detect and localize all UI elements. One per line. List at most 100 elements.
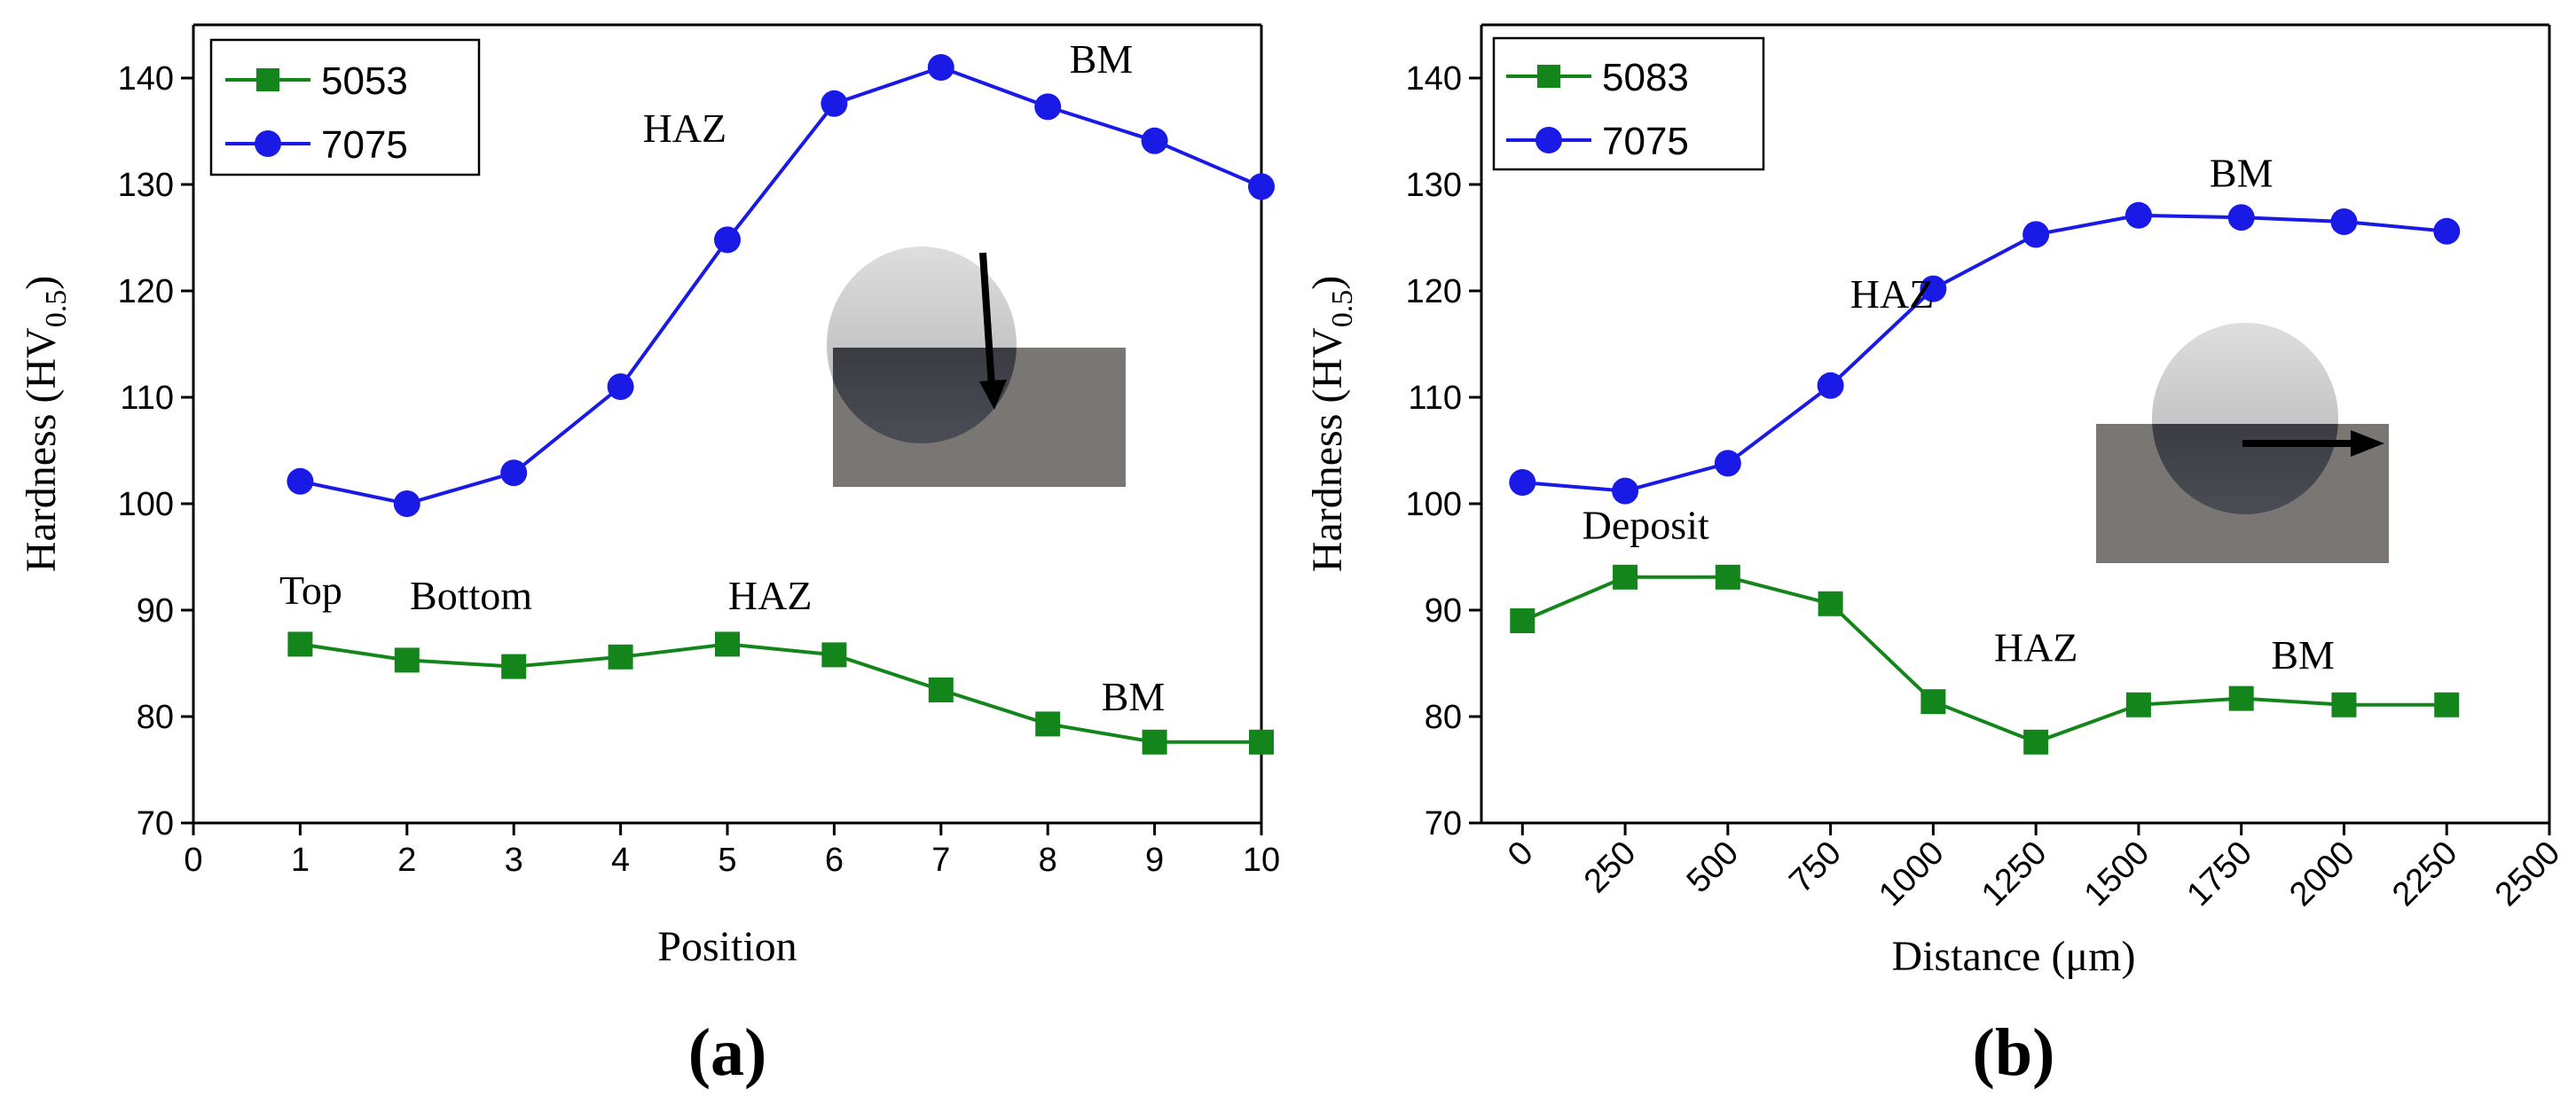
series-a-7075-point [714,226,741,254]
chart-a-y-tick-label: 80 [137,699,174,736]
inset-schematic-b [2096,323,2389,563]
chart-b-y-axis-title: Hardness (HV0.5) [1304,276,1359,572]
chart-b-annotation: HAZ [1850,271,1935,317]
series-a-7075-point [1034,93,1062,121]
chart-b-axes [1480,23,2551,825]
chart-b-x-tick-label: 250 [1577,835,1644,901]
chart-a-y-axis-title-main: Hardness (HV [18,327,65,572]
series-a-7075-point [821,90,848,117]
series-a-7075-point [927,54,954,81]
series-a-7075-point [500,459,528,487]
chart-b-y-axis-title-sub: 0.5 [1326,290,1359,328]
chart-a-x-tick-label: 6 [825,842,844,879]
chart-a-y-tick-label: 110 [120,380,174,417]
chart-b-annotations: HAZ BM Deposit HAZ BM [1583,150,2335,678]
chart-a-x-tick-label: 0 [184,842,202,879]
inset-schematic-a [827,247,1126,487]
legend-a-5053-label: 5053 [321,59,408,103]
chart-panel-a: 0 1 2 3 4 5 6 7 8 9 10 70 80 90 100 110 120 130 140 Positi… [18,23,1281,1090]
inset-a-arrow-head [979,380,1007,410]
chart-b-y-axis-title-main: Hardness (HV [1304,327,1351,572]
series-a-5053-point [1035,711,1061,737]
chart-b-x-axis-title: Distance (μm) [1892,933,2136,980]
series-a-7075-point [393,490,420,517]
chart-a-annotation: Bottom [410,573,532,618]
chart-a-y-tick-label: 140 [118,60,174,98]
chart-b-y-tick-label: 70 [1425,805,1462,842]
chart-b-x-tick-label: 1250 [1975,835,2054,913]
series-a-5053-point [608,644,633,670]
chart-b-x-tick-label: 2000 [2282,835,2361,913]
series-a-5053-point [715,631,740,657]
legend-b-7075-label: 7075 [1602,120,1689,163]
chart-a-x-tick-label: 7 [931,842,950,879]
chart-b-x-tick-label: 0 [1501,835,1541,874]
inset-b-arrow-head [2351,430,2384,457]
chart-a-x-tick-label: 4 [611,842,630,879]
chart-a-ticks: 0 1 2 3 4 5 6 7 8 9 10 70 80 90 100 110 120 130 140 [118,60,1281,879]
chart-a-annotation: Top [279,568,342,613]
chart-a-y-tick-label: 70 [137,805,174,842]
chart-b-x-tick-label: 2250 [2385,835,2464,913]
chart-b-x-tick-label: 750 [1782,835,1849,901]
chart-a-annotations: HAZ BM Top Bottom HAZ BM [279,36,1165,719]
series-a-5053-line [300,642,1261,744]
series-b-5083-point [2023,729,2049,755]
chart-b-y-tick-label: 140 [1406,60,1462,98]
chart-a-y-axis-title-close: ) [18,276,65,290]
series-b-5083-point [2434,692,2460,717]
chart-a-x-tick-label: 10 [1243,842,1280,879]
series-b-5083-point [1613,564,1638,590]
series-b-5083-point [2331,692,2357,717]
series-b-7075-point [2124,201,2152,229]
chart-a-x-tick-label: 3 [505,842,523,879]
series-a-7075-point [607,373,634,400]
series-a-5053-point [1142,729,1167,755]
series-b-7075-point [2433,217,2461,245]
series-a-5053-point [1249,729,1274,755]
series-b-7075-point [1920,275,1947,302]
chart-a-x-tick-label: 8 [1039,842,1057,879]
series-b-7075-point [2227,204,2255,231]
series-b-5083-point [1715,564,1740,590]
series-a-7075-point [1141,127,1168,154]
chart-b-y-tick-label: 80 [1425,699,1462,736]
series-b-5083-point [1510,608,1535,633]
legend-b-7075-marker [1535,127,1562,153]
series-a-5053-point [821,642,847,668]
chart-b-x-tick-label: 1000 [1872,835,1951,913]
chart-b-y-tick-label: 130 [1406,167,1462,204]
chart-b-annotation: HAZ [1994,625,2078,670]
series-b-7075-line [1522,213,2447,493]
inset-a-arrow-shaft [979,252,995,388]
chart-b-annotation: BM [2271,632,2335,678]
series-a-7075-point [287,467,314,495]
legend-a-5053-marker [256,68,279,91]
chart-a-legend: 5053 7075 [209,38,481,176]
chart-b-x-tick-label: 1500 [2077,835,2156,913]
chart-a-x-tick-label: 9 [1145,842,1164,879]
inset-a-penetration [833,348,1017,443]
chart-a-annotation: BM [1102,674,1166,719]
series-b-5083-point [2228,686,2254,711]
chart-b-y-tick-label: 110 [1408,380,1462,417]
series-b-7075-point [1817,372,1844,399]
chart-a-annotation: HAZ [728,573,813,618]
series-a-5053-point [501,654,527,679]
series-b-7075-point [2022,221,2050,248]
series-b-5083-point [2125,692,2151,717]
series-a-7075-line [299,65,1262,506]
chart-a-y-axis-title: Hardness (HV0.5) [18,276,73,572]
series-a-5053-point [287,631,313,657]
chart-b-series [1509,201,2461,755]
legend-b-5083-marker [1537,65,1560,88]
series-a-7075-point [1248,173,1275,200]
chart-b-legend: 5083 7075 [1492,36,1765,171]
chart-a-annotation: BM [1070,36,1134,82]
chart-a-x-tick-label: 1 [291,842,310,879]
legend-b-5083-label: 5083 [1602,56,1689,99]
series-b-7075-point [1509,469,1536,496]
chart-a-x-tick-label: 2 [397,842,416,879]
chart-a-annotation: HAZ [643,106,727,151]
chart-b-annotation: Deposit [1583,503,1709,548]
